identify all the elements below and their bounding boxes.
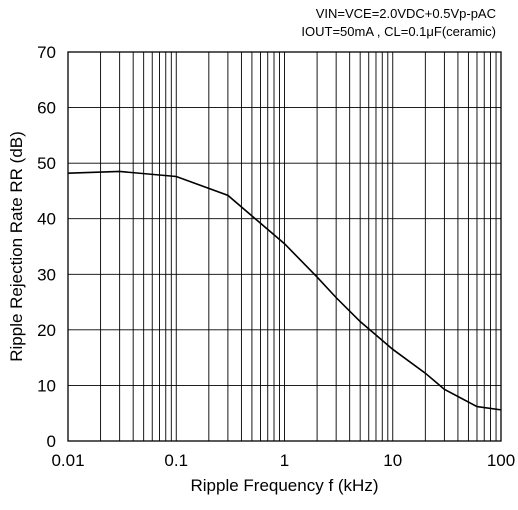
y-tick-label: 70	[37, 43, 56, 62]
grid	[68, 52, 501, 441]
series-line-0	[67, 170, 502, 411]
y-tick-label: 20	[37, 321, 56, 340]
y-tick-label: 60	[37, 99, 56, 118]
plot-frame	[67, 51, 502, 442]
x-axis-label: Ripple Frequency f (kHz)	[190, 476, 378, 495]
x-tick-label: 100	[487, 451, 515, 470]
y-tick-label: 0	[47, 432, 56, 451]
annotation-line-1: VIN=VCE=2.0VDC+0.5Vp-pAC	[316, 6, 496, 21]
y-tick-label: 50	[37, 154, 56, 173]
y-tick-label: 30	[37, 265, 56, 284]
y-tick-label: 40	[37, 210, 56, 229]
y-tick-labels: 0 10 20 30 40 50 60 70	[37, 43, 56, 451]
x-tick-label: 10	[383, 451, 402, 470]
y-tick-label: 10	[37, 376, 56, 395]
x-tick-label: 0.1	[164, 451, 188, 470]
y-axis-label: Ripple Rejection Rate RR (dB)	[7, 131, 26, 362]
annotation-line-2: IOUT=50mA , CL=0.1μF(ceramic)	[301, 24, 496, 39]
x-tick-label: 0.01	[51, 451, 84, 470]
x-tick-labels: 0.01 0.1 1 10 100	[51, 451, 515, 470]
series-layer	[67, 170, 502, 411]
x-tick-label: 1	[280, 451, 289, 470]
